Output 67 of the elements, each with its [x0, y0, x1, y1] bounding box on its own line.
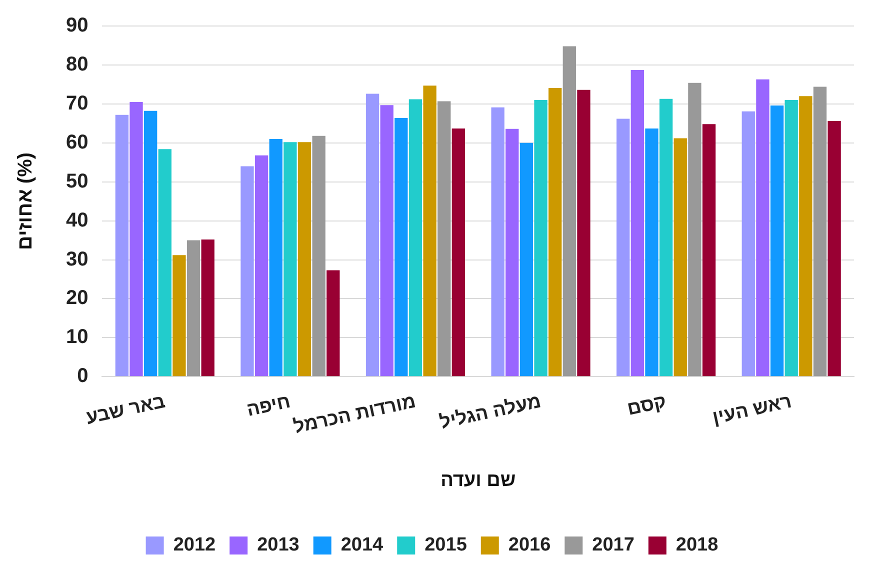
bar	[742, 111, 755, 376]
x-tick-label: מעלה הגליל	[438, 391, 543, 434]
x-axis-title: שם ועדה	[440, 470, 516, 491]
legend-label: 2012	[173, 534, 216, 556]
bar	[312, 136, 326, 376]
bar	[784, 100, 798, 376]
x-tick-label: ראש העין	[710, 391, 794, 429]
bar	[506, 128, 519, 376]
bar	[562, 46, 576, 376]
bar	[298, 142, 312, 376]
bar	[659, 98, 673, 376]
legend-label: 2014	[340, 534, 384, 556]
legend-label: 2015	[424, 534, 468, 556]
bar	[702, 124, 716, 376]
bar	[201, 239, 214, 376]
bar	[394, 118, 408, 376]
y-tick-label: 0	[77, 365, 88, 388]
bar	[756, 79, 770, 376]
y-tick-label: 90	[66, 14, 88, 37]
bar	[674, 138, 687, 376]
bar	[380, 105, 394, 376]
bar	[534, 100, 548, 376]
bar	[158, 149, 172, 376]
bar	[813, 86, 827, 376]
y-tick-label: 80	[66, 53, 88, 76]
x-tick-label: מורדות הכרמל	[292, 391, 418, 438]
legend-label: 2016	[508, 534, 551, 556]
y-tick-label: 40	[66, 209, 88, 232]
bar	[577, 90, 590, 376]
y-tick-label: 30	[66, 248, 88, 270]
bar	[186, 240, 200, 376]
bar	[548, 88, 562, 376]
bar	[172, 255, 186, 376]
x-tick-label: באר שבע	[84, 391, 168, 429]
bar	[491, 107, 504, 376]
bar	[240, 166, 254, 376]
bar	[645, 128, 658, 376]
bar	[630, 70, 644, 376]
y-tick-label: 70	[66, 92, 88, 114]
bar	[144, 110, 158, 376]
y-tick-label: 60	[66, 131, 88, 154]
bar	[326, 270, 340, 376]
bar	[438, 101, 451, 376]
bar	[269, 138, 282, 376]
legend-label: 2017	[592, 534, 634, 556]
y-tick-label: 50	[66, 170, 88, 192]
legend-label: 2013	[257, 534, 300, 556]
bar	[688, 82, 702, 376]
bar	[520, 142, 534, 376]
bar	[130, 102, 143, 376]
y-tick-label: 20	[66, 287, 88, 310]
y-axis-title: אחוזים (%)	[14, 152, 37, 250]
y-tick-label: 10	[66, 326, 88, 348]
bar	[254, 155, 268, 376]
bar	[828, 121, 841, 376]
bar	[423, 86, 436, 376]
legend-label: 2018	[676, 534, 718, 556]
bar	[284, 142, 297, 376]
x-tick-label: קסם	[626, 391, 668, 420]
bar	[616, 118, 630, 376]
bar	[115, 114, 129, 376]
x-tick-label: חיפה	[245, 391, 292, 422]
bar	[366, 94, 380, 376]
bar	[799, 96, 812, 376]
bar	[770, 105, 784, 376]
bar	[408, 99, 422, 376]
bar	[452, 128, 466, 376]
